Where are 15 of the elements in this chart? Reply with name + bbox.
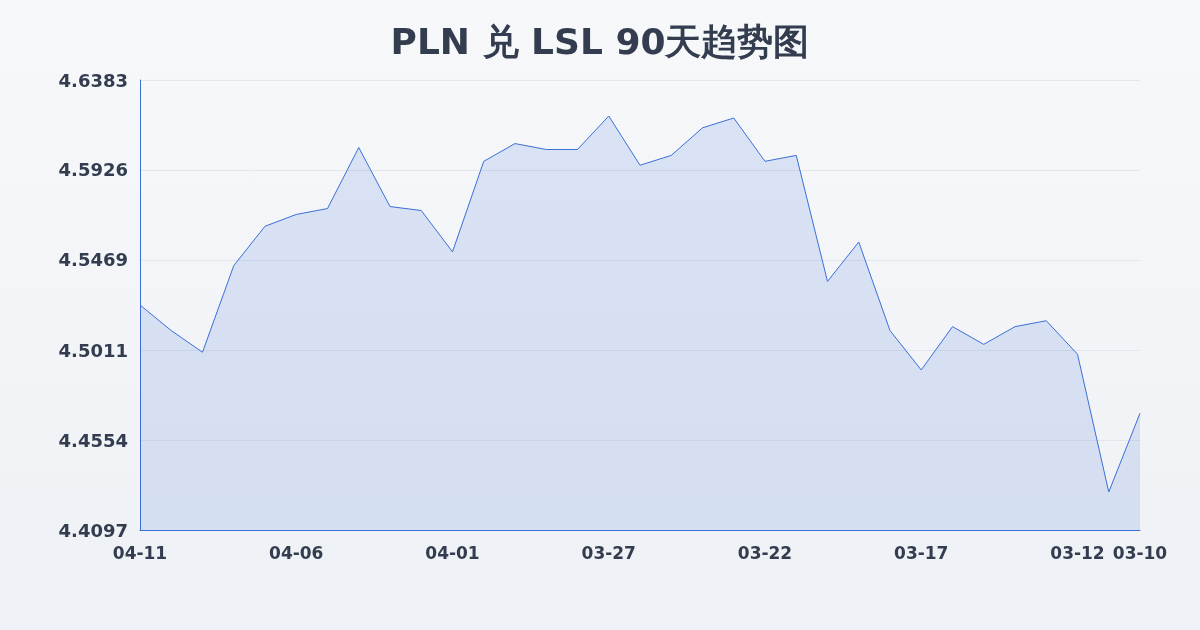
y-tick-label: 4.5011	[58, 339, 128, 361]
x-tick-label: 04-01	[425, 542, 480, 563]
x-tick-label: 03-10	[1112, 542, 1168, 563]
x-tick-label: 03-12	[1050, 542, 1105, 563]
x-tick-label: 03-17	[894, 542, 949, 563]
y-tick-label: 4.4554	[58, 429, 128, 451]
y-tick-label: 4.4097	[58, 519, 128, 541]
y-tick-label: 4.6383	[58, 69, 128, 91]
x-tick-label: 04-11	[112, 542, 168, 563]
chart-title: PLN 兑 LSL 90天趋势图	[390, 20, 810, 62]
x-tick-label: 03-22	[737, 542, 793, 563]
y-tick-label: 4.5469	[58, 249, 128, 271]
x-tick-label: 04-06	[269, 542, 324, 563]
y-tick-label: 4.5926	[58, 159, 128, 181]
x-tick-label: 03-27	[581, 542, 636, 563]
